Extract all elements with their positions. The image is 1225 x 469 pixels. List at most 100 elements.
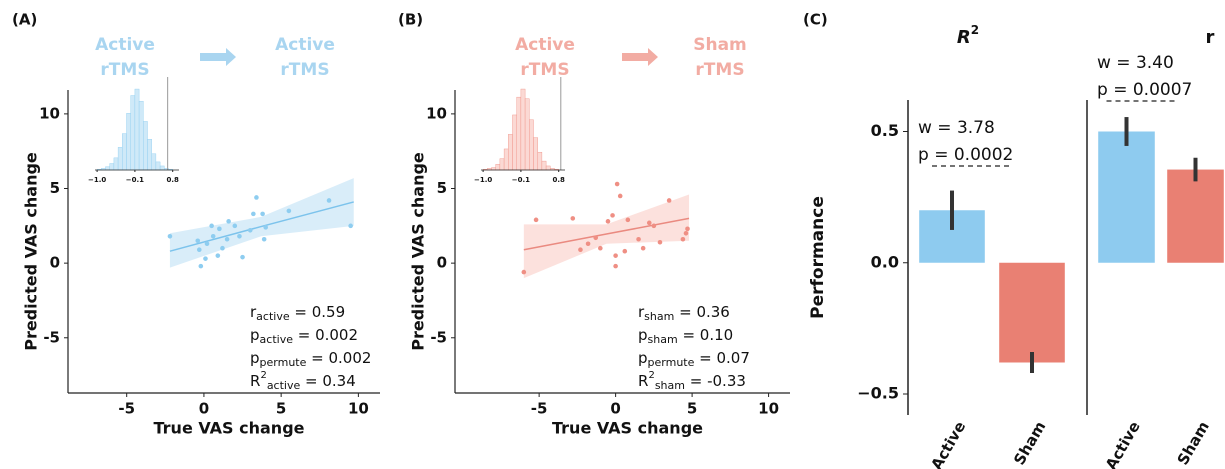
point (636, 236, 641, 242)
point (263, 225, 269, 230)
point (261, 236, 267, 242)
bar (999, 262, 1065, 363)
point (167, 233, 173, 239)
point (585, 241, 591, 247)
point (533, 217, 539, 223)
y-tick-label: 10 (39, 104, 60, 122)
stat-symbol: p (638, 326, 648, 344)
histogram-bar (155, 161, 161, 171)
y-tick-label: 5 (50, 179, 60, 197)
histogram-bar (499, 158, 505, 171)
stat-value: = 0.36 (674, 303, 730, 321)
x-tick-label: 5 (687, 400, 697, 418)
inset-tick-label: −1.0 (474, 176, 492, 184)
histogram-bar (529, 119, 534, 171)
fit-line (523, 217, 690, 251)
stat-value: = -0.33 (685, 372, 746, 390)
header-text: rTMS (100, 60, 149, 80)
point (215, 253, 221, 258)
stat-sub: permute (260, 356, 307, 369)
confidence-band (169, 178, 354, 268)
point (657, 239, 663, 245)
point (625, 217, 631, 223)
inset-tick-label: 0.8 (166, 176, 179, 184)
histogram-bar (541, 160, 547, 171)
y-tick-label: 10 (426, 104, 447, 122)
point (260, 211, 265, 217)
inset-tick-label: −1.0 (88, 176, 106, 184)
histogram-bar (143, 121, 148, 171)
histogram-bar (495, 164, 501, 171)
histogram-bar (524, 98, 530, 171)
point (251, 211, 256, 217)
point (598, 245, 603, 251)
point (203, 256, 208, 261)
stat-value: = 0.002 (306, 349, 371, 367)
histogram-bar (159, 165, 165, 171)
point (348, 223, 353, 229)
stat-text: rsham = 0.36 (638, 303, 730, 324)
point (578, 247, 583, 253)
header-text: Active (515, 35, 575, 55)
point (226, 219, 231, 224)
point (614, 181, 620, 187)
point (617, 193, 623, 199)
point (646, 220, 652, 226)
point (613, 263, 618, 269)
annotation: w = 3.40 (1097, 53, 1174, 73)
histogram-bar (151, 153, 157, 171)
histogram-bar (109, 163, 115, 171)
histogram-bar (533, 137, 538, 171)
header-text: rTMS (520, 60, 569, 80)
point (232, 223, 238, 229)
arrow (200, 48, 236, 66)
y-axis-label: Performance (808, 196, 828, 319)
annotation: w = 3.78 (918, 118, 995, 138)
x-tick-label: Active (927, 418, 969, 469)
x-tick-label: 10 (758, 400, 779, 418)
subplot-title: r (1206, 27, 1215, 48)
point (610, 213, 615, 218)
stat-value: = 0.07 (694, 349, 750, 367)
histogram-bar (122, 133, 127, 171)
point (613, 253, 618, 258)
stat-symbol: R (250, 372, 260, 390)
stat-value: = 0.10 (678, 326, 734, 344)
annotation: p = 0.0007 (1097, 80, 1192, 100)
point (209, 223, 214, 229)
histogram-bar (113, 157, 119, 171)
stat-sub: sham (644, 310, 674, 323)
point (254, 195, 259, 200)
point (195, 238, 201, 244)
x-tick-label: Active (1102, 418, 1144, 469)
x-tick-label: -5 (531, 400, 548, 418)
y-tick-label: 5 (437, 179, 447, 197)
point (570, 216, 576, 221)
x-tick-label: 0 (199, 400, 209, 418)
point (237, 233, 242, 239)
stat-symbol: R (638, 372, 648, 390)
header-text: Active (275, 35, 335, 55)
point (220, 245, 225, 251)
point (217, 226, 222, 232)
stat-sub: active (267, 379, 301, 392)
point (224, 236, 230, 242)
stat-sub: sham (648, 333, 678, 346)
stat-symbol: r (638, 303, 645, 321)
point (605, 219, 611, 224)
y-tick-label: -5 (43, 328, 60, 346)
header-text: Sham (693, 35, 747, 55)
stat-sup: 2 (260, 370, 266, 381)
histogram-bar (520, 88, 526, 171)
stat-text: psham = 0.10 (638, 326, 733, 347)
bar (1167, 169, 1224, 263)
stat-symbol: p (250, 349, 260, 367)
stat-symbol: p (638, 349, 648, 367)
stat-text: ractive = 0.59 (250, 303, 345, 324)
y-axis-label: Predicted VAS change (22, 152, 41, 351)
histogram-bar (516, 96, 522, 171)
x-tick-label: 10 (348, 400, 369, 418)
x-tick-label: 5 (276, 400, 286, 418)
title-text: R (957, 27, 971, 48)
